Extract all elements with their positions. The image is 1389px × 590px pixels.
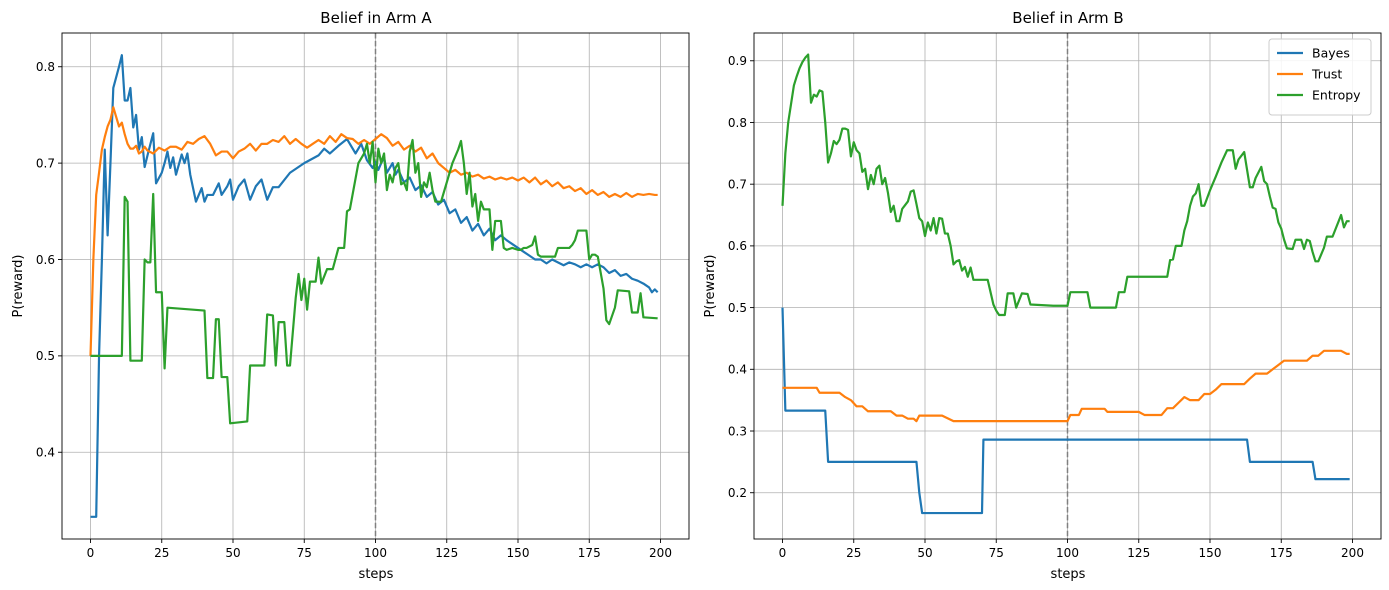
y-tick-label: 0.5: [728, 301, 747, 315]
y-tick-label: 0.3: [728, 424, 747, 438]
y-tick-label: 0.9: [728, 54, 747, 68]
x-tick-label: 150: [1199, 546, 1222, 560]
plot-area: 0 25 50 75 100 125 150 175 200 0.2 0.3 0.4 0.5 0.6 0.7…: [728, 32, 1382, 560]
y-tick-label: 0.6: [728, 239, 747, 253]
x-axis-label: steps: [359, 567, 394, 582]
y-axis-label: P(reward): [11, 254, 26, 317]
y-axis-label: P(reward): [703, 254, 718, 317]
series-line-1: [89, 106, 658, 356]
x-tick-label: 175: [1270, 546, 1293, 560]
plot-area: 0 25 50 75 100 125 150 175 200 0.4 0.5 0.6 0.7 0.8: [36, 32, 690, 560]
x-tick-label: 100: [1056, 546, 1079, 560]
x-tick-label: 100: [364, 546, 387, 560]
x-tick-label: 200: [1341, 546, 1364, 560]
x-tick-label: 75: [297, 546, 312, 560]
chart-title: Belief in Arm B: [1012, 9, 1123, 27]
y-tick-label: 0.4: [36, 446, 55, 460]
y-tick-label: 0.6: [36, 253, 55, 267]
x-tick-label: 75: [989, 546, 1004, 560]
y-tick-label: 0.5: [36, 349, 55, 363]
series-line-trust: [782, 349, 1350, 423]
y-tick-label: 0.8: [728, 116, 747, 130]
chart-title: Belief in Arm A: [320, 9, 432, 27]
x-tick-label: 25: [846, 546, 861, 560]
x-tick-label: 125: [435, 546, 458, 560]
panel-arm-b: Belief in Arm B steps P(reward) 0 25 50 75 1…: [703, 9, 1382, 582]
x-tick-label: 125: [1127, 546, 1150, 560]
y-tick-label: 0.8: [36, 60, 55, 74]
series-line-0: [90, 54, 659, 518]
legend-label: Trust: [1311, 67, 1342, 82]
panel-arm-a: Belief in Arm A steps P(reward) 0 25 50 75 1…: [11, 9, 690, 582]
legend: Bayes Trust Entropy: [1268, 38, 1372, 116]
x-tick-label: 50: [917, 546, 932, 560]
y-tick-label: 0.2: [728, 486, 747, 500]
x-axis-label: steps: [1051, 567, 1086, 582]
series-line-entropy: [781, 53, 1350, 317]
x-tick-label: 0: [87, 546, 95, 560]
legend-label: Entropy: [1312, 88, 1361, 103]
x-tick-label: 175: [578, 546, 601, 560]
series-line-bayes: [781, 307, 1350, 515]
x-tick-label: 200: [649, 546, 672, 560]
y-tick-label: 0.7: [728, 177, 747, 191]
x-tick-label: 150: [507, 546, 530, 560]
x-tick-label: 25: [154, 546, 169, 560]
legend-label: Bayes: [1312, 46, 1350, 61]
x-tick-label: 0: [779, 546, 787, 560]
x-tick-label: 50: [225, 546, 240, 560]
y-tick-label: 0.7: [36, 156, 55, 170]
series-line-2: [90, 138, 658, 425]
y-tick-label: 0.4: [728, 363, 747, 377]
